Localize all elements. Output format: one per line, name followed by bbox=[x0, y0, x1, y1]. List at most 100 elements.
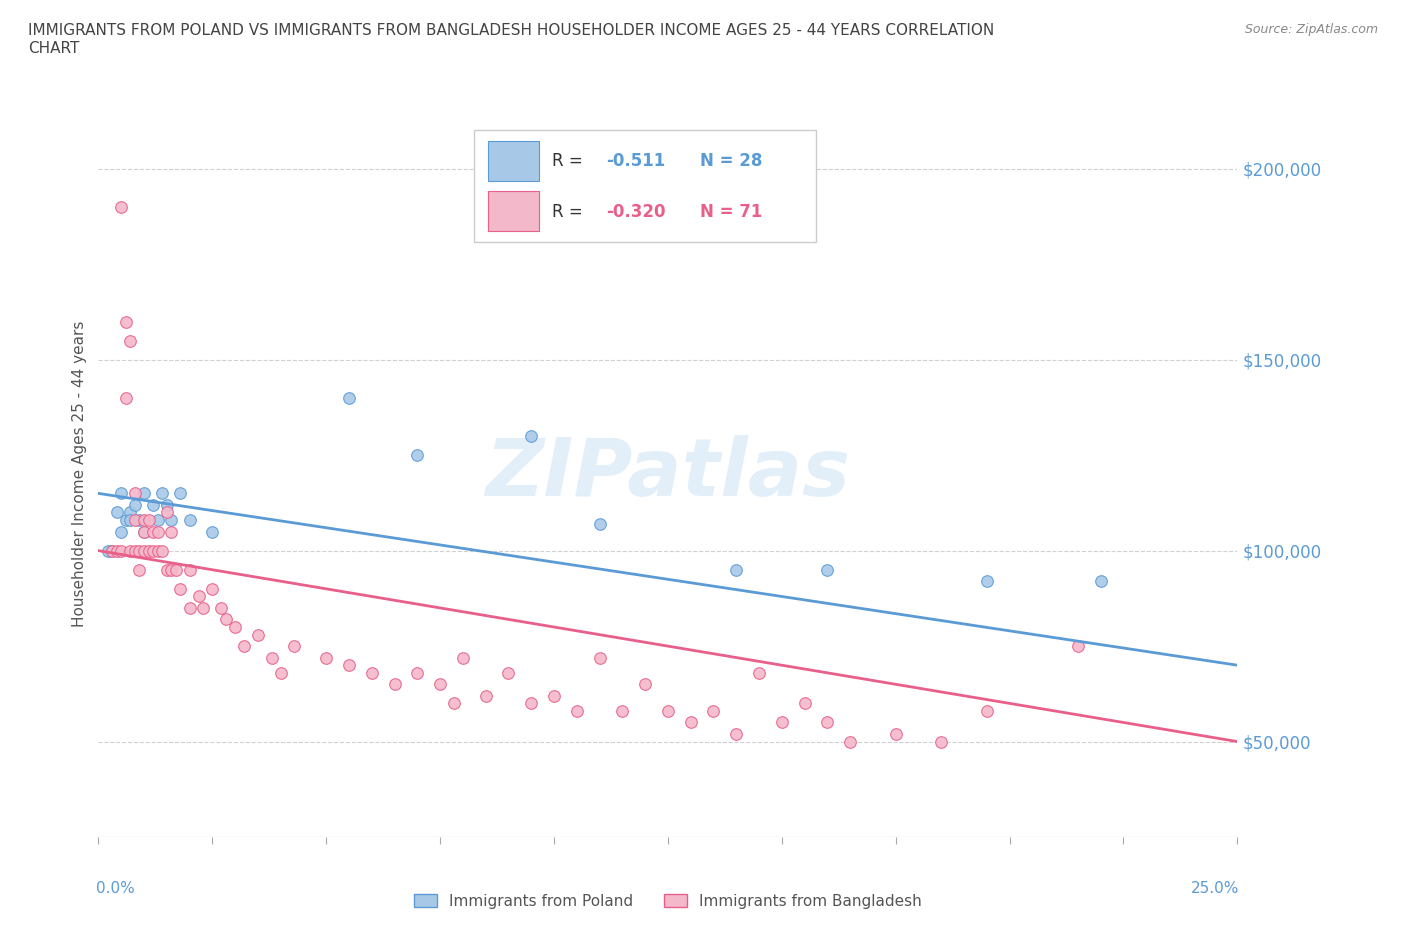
Point bbox=[128, 563, 150, 578]
Point bbox=[124, 498, 146, 512]
Point bbox=[146, 543, 169, 558]
Text: N = 28: N = 28 bbox=[700, 152, 762, 170]
Point bbox=[725, 726, 748, 741]
Text: R =: R = bbox=[551, 152, 588, 170]
FancyBboxPatch shape bbox=[488, 192, 538, 232]
Point bbox=[120, 505, 142, 520]
Point bbox=[474, 688, 496, 703]
Point bbox=[124, 543, 146, 558]
Point bbox=[169, 581, 191, 596]
Point bbox=[634, 677, 657, 692]
Point bbox=[101, 543, 124, 558]
Point bbox=[187, 589, 209, 604]
Point bbox=[142, 543, 165, 558]
Point bbox=[132, 525, 155, 539]
Text: -0.511: -0.511 bbox=[606, 152, 665, 170]
Point bbox=[770, 715, 793, 730]
Y-axis label: Householder Income Ages 25 - 44 years: Householder Income Ages 25 - 44 years bbox=[72, 321, 87, 628]
Point bbox=[839, 734, 862, 749]
Point bbox=[815, 715, 838, 730]
Point bbox=[498, 665, 520, 680]
Point bbox=[128, 512, 150, 527]
Point bbox=[612, 704, 634, 719]
Point bbox=[679, 715, 702, 730]
Point bbox=[246, 627, 269, 642]
Point bbox=[929, 734, 952, 749]
Point bbox=[120, 333, 142, 348]
Point bbox=[179, 563, 201, 578]
Point bbox=[156, 498, 179, 512]
Point bbox=[1090, 574, 1112, 589]
Point bbox=[142, 525, 165, 539]
Point bbox=[169, 486, 191, 501]
Point bbox=[793, 696, 815, 711]
Point bbox=[260, 650, 283, 665]
Point bbox=[748, 665, 770, 680]
Point bbox=[224, 619, 246, 634]
Point bbox=[114, 512, 136, 527]
Point bbox=[315, 650, 337, 665]
Point bbox=[156, 505, 179, 520]
Point bbox=[132, 543, 155, 558]
Text: Source: ZipAtlas.com: Source: ZipAtlas.com bbox=[1244, 23, 1378, 36]
Point bbox=[101, 543, 124, 558]
Text: N = 71: N = 71 bbox=[700, 203, 762, 220]
Point bbox=[142, 498, 165, 512]
Point bbox=[132, 512, 155, 527]
Point bbox=[657, 704, 679, 719]
Point bbox=[160, 512, 183, 527]
Text: IMMIGRANTS FROM POLAND VS IMMIGRANTS FROM BANGLADESH HOUSEHOLDER INCOME AGES 25 : IMMIGRANTS FROM POLAND VS IMMIGRANTS FRO… bbox=[28, 23, 994, 56]
Point bbox=[120, 512, 142, 527]
Point bbox=[150, 486, 173, 501]
Point bbox=[451, 650, 474, 665]
Text: -0.320: -0.320 bbox=[606, 203, 666, 220]
Point bbox=[588, 516, 610, 531]
Legend: Immigrants from Poland, Immigrants from Bangladesh: Immigrants from Poland, Immigrants from … bbox=[406, 886, 929, 916]
Point bbox=[976, 574, 998, 589]
Point bbox=[215, 612, 238, 627]
Point bbox=[146, 525, 169, 539]
Point bbox=[702, 704, 724, 719]
Point bbox=[146, 512, 169, 527]
Point bbox=[120, 543, 142, 558]
Text: 25.0%: 25.0% bbox=[1191, 881, 1240, 896]
FancyBboxPatch shape bbox=[474, 130, 815, 242]
Point bbox=[138, 543, 160, 558]
Point bbox=[105, 505, 128, 520]
Point bbox=[233, 639, 256, 654]
Text: ZIPatlas: ZIPatlas bbox=[485, 435, 851, 513]
Point bbox=[179, 601, 201, 616]
Point bbox=[360, 665, 382, 680]
Point bbox=[815, 563, 838, 578]
Point bbox=[588, 650, 610, 665]
Text: R =: R = bbox=[551, 203, 588, 220]
Point bbox=[165, 563, 187, 578]
Point bbox=[150, 543, 173, 558]
Point bbox=[105, 543, 128, 558]
Point bbox=[725, 563, 748, 578]
Point bbox=[201, 525, 224, 539]
Point bbox=[114, 391, 136, 405]
Point bbox=[429, 677, 451, 692]
Point bbox=[128, 543, 150, 558]
Point bbox=[110, 543, 132, 558]
Point bbox=[406, 447, 429, 462]
Point bbox=[193, 601, 215, 616]
Point bbox=[179, 512, 201, 527]
Point bbox=[160, 563, 183, 578]
Point bbox=[384, 677, 406, 692]
Point bbox=[138, 512, 160, 527]
Point bbox=[270, 665, 292, 680]
Point bbox=[96, 543, 118, 558]
Point bbox=[110, 200, 132, 215]
Point bbox=[406, 665, 429, 680]
Point bbox=[520, 696, 543, 711]
Point bbox=[132, 525, 155, 539]
Point bbox=[114, 314, 136, 329]
Point bbox=[132, 486, 155, 501]
Point bbox=[160, 525, 183, 539]
Point bbox=[124, 512, 146, 527]
Point bbox=[520, 429, 543, 444]
Point bbox=[976, 704, 998, 719]
Text: 0.0%: 0.0% bbox=[96, 881, 135, 896]
